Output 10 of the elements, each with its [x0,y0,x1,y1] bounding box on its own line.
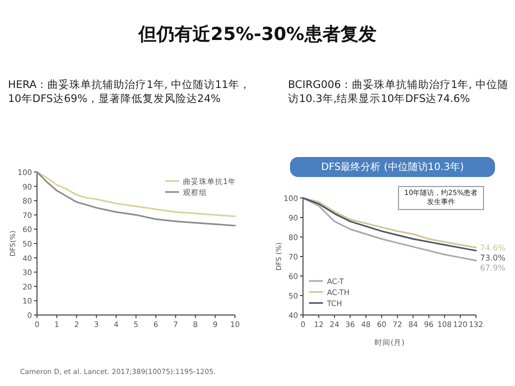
title: DFS最终分析 (中位随访10.3年) [290,157,495,177]
title: 但仍有近25%-30%患者复发 [137,23,378,46]
data-label: 67.9% [480,264,506,273]
data-label: 73.0% [480,254,506,263]
subtitle: HERA：曲妥珠单抗辅助治疗1年, 中位随访11年，10年DFS达69%，显著降低复发风险达24% [8,78,252,106]
data-label: 74.6% [480,244,506,253]
line-series [302,197,477,262]
subtitle: BCIRG006：曲妥珠单抗辅助治疗1年, 中位随访10.3年,结果显示10年DFS达74.6% [288,78,510,106]
line-series [36,171,236,226]
line-series [36,171,236,218]
